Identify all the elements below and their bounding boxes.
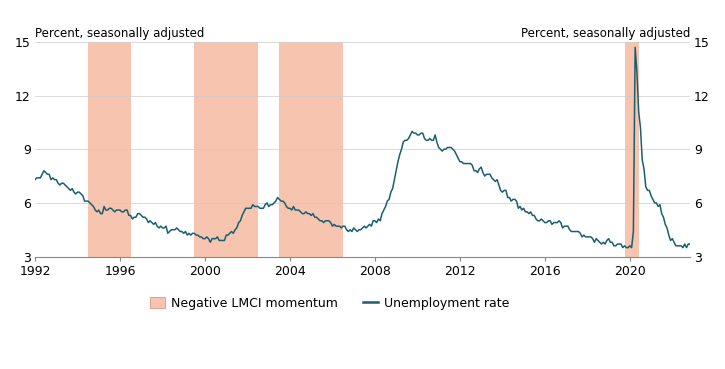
- Bar: [88, 42, 130, 256]
- Bar: [279, 42, 343, 256]
- Text: Percent, seasonally adjusted: Percent, seasonally adjusted: [35, 27, 204, 40]
- Bar: [194, 42, 258, 256]
- Bar: [624, 42, 639, 256]
- Text: Percent, seasonally adjusted: Percent, seasonally adjusted: [521, 27, 690, 40]
- Legend: Negative LMCI momentum, Unemployment rate: Negative LMCI momentum, Unemployment rat…: [145, 292, 515, 315]
